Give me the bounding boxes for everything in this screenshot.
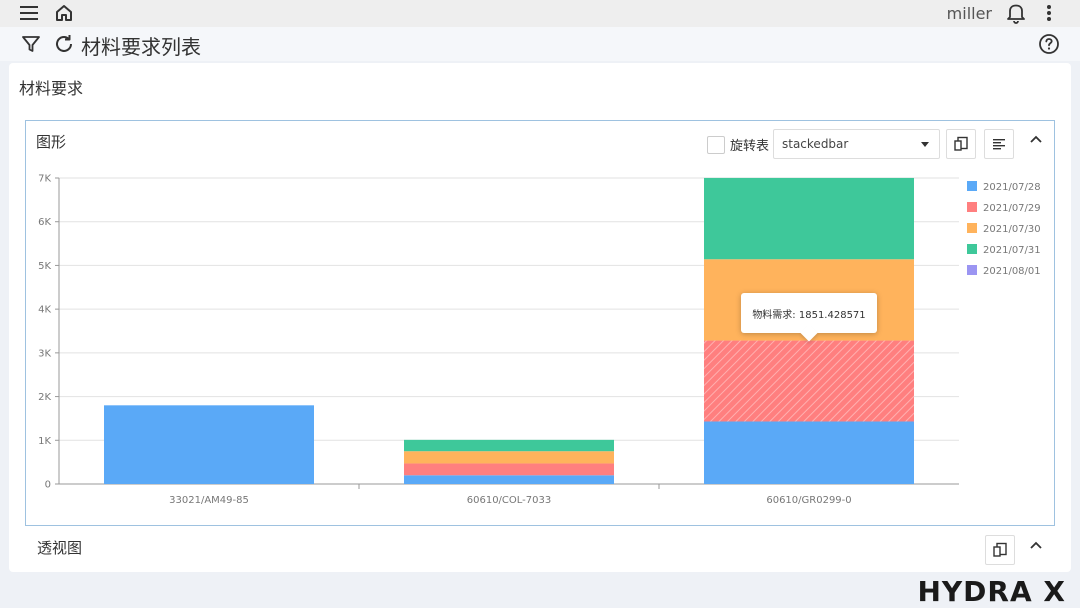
chevron-up-icon [1030,135,1042,143]
legend-swatch [967,244,977,254]
copy-pivot-button[interactable] [985,535,1015,565]
bar-segment [704,421,914,484]
y-tick-label: 1K [38,436,51,447]
chart-type-select[interactable]: stackedbar [773,129,940,159]
stacked-bar-chart: 0 1K 2K 3K 4K 5K 6K 7K 33021/AM49-85 60610/COL-70… [38,174,1041,507]
bar-segment [404,451,614,464]
bell-icon[interactable] [1005,2,1027,24]
material-requirements-card: 材料要求 图形 旋转表 stackedbar 0 1K 2K 3K 4K 5K 6K 7K 33… [9,63,1071,572]
bar-segment [404,463,614,476]
bar-segment [704,177,914,260]
refresh-icon[interactable] [52,32,76,56]
page-toolbar: 材料要求列表 [0,27,1080,61]
bar-segment [404,475,614,484]
legend-label: 2021/08/01 [983,266,1041,277]
align-left-icon [993,139,1005,150]
menu-icon[interactable] [19,2,41,24]
legend-swatch [967,265,977,275]
legend-swatch [967,202,977,212]
y-tick-label: 0 [45,480,51,491]
chart-tooltip: 物料需求: 1851.428571 [741,293,877,342]
rotate-table-label: 旋转表 [730,139,770,154]
chevron-up-icon [1030,541,1042,549]
bar-segment [404,439,614,452]
x-tick-label: 60610/COL-7033 [467,495,552,506]
legend-swatch [967,181,977,191]
more-vert-icon[interactable] [1038,2,1060,24]
tooltip-text: 物料需求: 1851.428571 [748,305,870,321]
copy-icon [954,136,968,151]
x-tick-label: 33021/AM49-85 [169,495,249,506]
y-tick-label: 5K [38,261,51,272]
legend-swatch [967,223,977,233]
pivot-panel-title: 透视图 [37,539,83,557]
top-app-bar: miller [0,0,1080,27]
y-tick-label: 2K [38,392,51,403]
dropdown-caret-icon [921,142,929,147]
collapse-pivot-button[interactable] [1026,535,1046,555]
copy-chart-button[interactable] [946,129,976,159]
card-title: 材料要求 [19,79,84,98]
legend-label: 2021/07/29 [983,203,1041,214]
y-tick-label: 7K [38,174,51,185]
x-tick-label: 60610/GR0299-0 [766,495,851,506]
bar-segment [104,405,314,484]
brand-logo: HYDRA X [917,575,1066,608]
page-title: 材料要求列表 [81,35,201,59]
legend-label: 2021/07/30 [983,224,1041,235]
y-tick-label: 6K [38,217,51,228]
chart-panel: 图形 旋转表 stackedbar 0 1K 2K 3K 4K 5K 6K 7K 33021/A… [25,120,1055,526]
text-align-button[interactable] [984,129,1014,159]
rotate-table-toggle[interactable]: 旋转表 [707,135,769,154]
y-tick-label: 4K [38,305,51,316]
collapse-chart-button[interactable] [1026,129,1046,149]
help-icon[interactable] [1037,32,1061,56]
chart-panel-title: 图形 [36,133,67,151]
username-label[interactable]: miller [946,4,992,23]
y-tick-label: 3K [38,348,51,359]
home-icon[interactable] [53,2,75,24]
rotate-table-checkbox[interactable] [707,135,725,154]
copy-icon [993,542,1007,557]
filter-icon[interactable] [19,32,43,56]
chart-type-value: stackedbar [782,137,849,151]
legend-label: 2021/07/28 [983,182,1041,193]
legend-label: 2021/07/31 [983,245,1041,256]
bar-segment [704,340,914,422]
